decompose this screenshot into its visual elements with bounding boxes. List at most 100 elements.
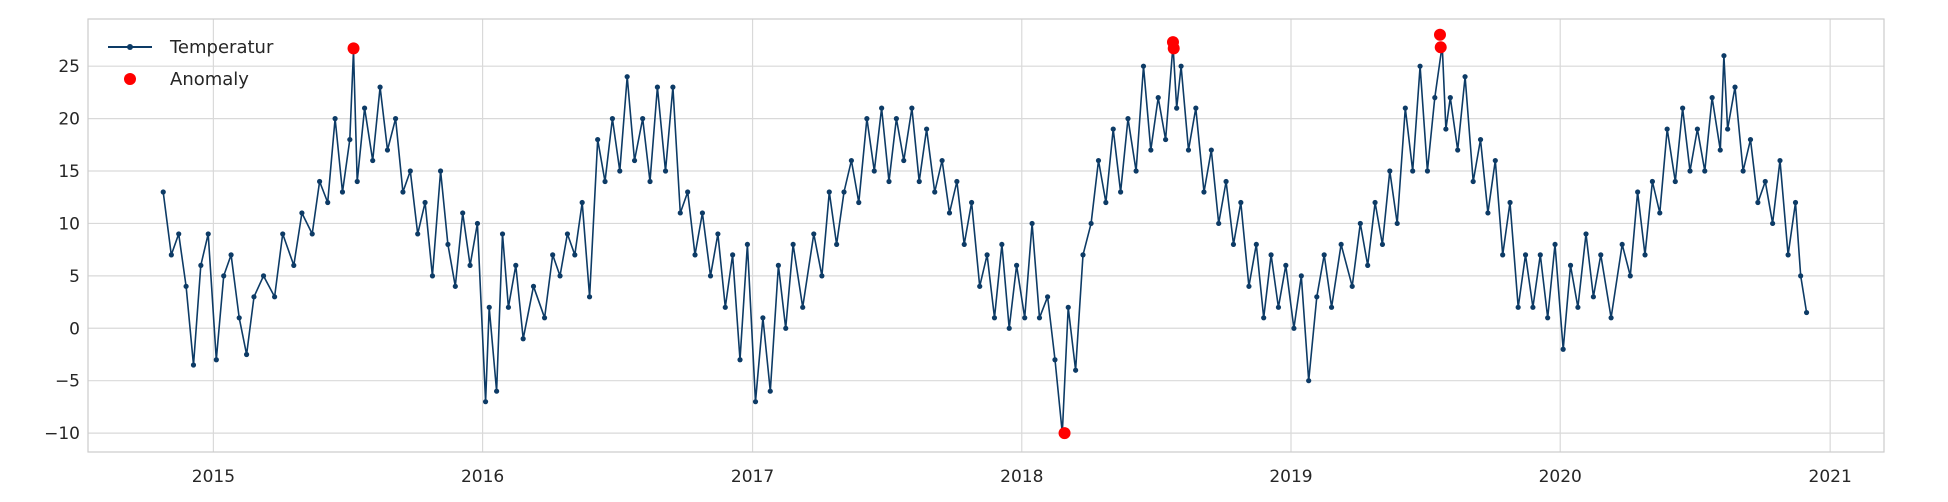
x-tick-label: 2019 — [1269, 467, 1312, 487]
y-tick-label: −5 — [55, 372, 80, 392]
data-point-temperatur — [1740, 168, 1746, 174]
data-point-temperatur — [572, 252, 578, 258]
data-point-temperatur — [1291, 325, 1297, 331]
data-point-temperatur — [1732, 84, 1738, 90]
data-point-temperatur — [1193, 105, 1199, 111]
data-point-temperatur — [550, 252, 556, 258]
data-point-temperatur — [939, 157, 945, 164]
anomaly-point — [347, 42, 360, 55]
plot-area — [88, 19, 1884, 452]
data-point-temperatur — [1485, 210, 1491, 216]
data-point-temperatur — [1246, 283, 1252, 289]
data-point-temperatur — [886, 178, 892, 185]
data-point-temperatur — [452, 283, 458, 289]
data-point-temperatur — [564, 231, 571, 237]
data-point-temperatur — [595, 136, 601, 143]
data-point-temperatur — [969, 199, 975, 206]
data-point-temperatur — [1357, 220, 1363, 227]
data-point-temperatur — [1410, 168, 1416, 174]
data-point-temperatur — [893, 116, 899, 122]
data-point-temperatur — [316, 178, 323, 185]
data-point-temperatur — [640, 116, 646, 122]
data-point-temperatur — [999, 241, 1005, 248]
data-point-temperatur — [1470, 178, 1476, 185]
data-point-temperatur — [1575, 304, 1581, 310]
series-layer — [160, 28, 1810, 440]
data-point-temperatur — [1798, 273, 1804, 279]
data-point-temperatur — [879, 105, 885, 111]
data-point-temperatur — [467, 262, 473, 268]
x-tick-label: 2018 — [1000, 467, 1043, 487]
data-point-temperatur — [354, 178, 360, 185]
data-point-temperatur — [730, 252, 736, 258]
data-point-temperatur — [841, 189, 847, 195]
data-point-temperatur — [482, 399, 489, 405]
data-point-temperatur — [1522, 252, 1529, 258]
data-point-temperatur — [1073, 367, 1079, 373]
data-point-temperatur — [775, 262, 781, 268]
data-point-temperatur — [811, 231, 817, 237]
data-point-temperatur — [1148, 147, 1154, 153]
data-point-temperatur — [1110, 126, 1116, 132]
data-point-temperatur — [1178, 63, 1184, 69]
data-point-temperatur — [1545, 315, 1551, 321]
legend-label-anomaly: Anomaly — [170, 69, 249, 90]
data-point-temperatur — [946, 210, 953, 216]
data-point-temperatur — [760, 315, 766, 321]
data-point-temperatur — [1687, 168, 1693, 174]
data-point-temperatur — [954, 178, 960, 185]
data-point-temperatur — [1560, 346, 1566, 352]
data-point-temperatur — [783, 325, 789, 331]
data-point-temperatur — [1702, 168, 1708, 174]
data-point-temperatur — [460, 210, 466, 216]
legend-marker-temperatur — [127, 44, 133, 50]
data-point-temperatur — [991, 315, 998, 321]
data-point-temperatur — [243, 351, 250, 358]
data-point-temperatur — [1394, 220, 1400, 227]
data-point-temperatur — [1118, 189, 1124, 195]
data-point-temperatur — [377, 84, 383, 90]
data-point-temperatur — [1424, 168, 1431, 174]
data-point-temperatur — [1103, 199, 1109, 206]
data-point-temperatur — [1762, 178, 1768, 185]
data-point-temperatur — [1755, 199, 1761, 206]
data-point-temperatur — [1552, 241, 1558, 248]
data-point-temperatur — [1530, 304, 1536, 310]
data-point-temperatur — [1432, 95, 1438, 101]
data-point-temperatur — [1680, 105, 1686, 111]
data-point-temperatur — [586, 294, 593, 300]
data-point-temperatur — [1238, 199, 1244, 206]
data-point-temperatur — [602, 178, 608, 185]
data-point-temperatur — [168, 252, 174, 258]
data-point-temperatur — [744, 241, 750, 248]
data-point-temperatur — [1268, 252, 1274, 258]
data-point-temperatur — [1230, 241, 1237, 248]
data-point-temperatur — [160, 189, 166, 195]
data-point-temperatur — [670, 84, 676, 90]
data-point-temperatur — [1619, 241, 1625, 248]
data-point-temperatur — [205, 231, 211, 237]
data-point-temperatur — [1642, 252, 1648, 258]
data-point-temperatur — [280, 231, 286, 237]
data-point-temperatur — [505, 304, 512, 310]
data-point-temperatur — [685, 189, 691, 195]
data-point-temperatur — [916, 178, 922, 185]
data-point-temperatur — [236, 315, 242, 321]
data-point-temperatur — [513, 262, 519, 268]
data-point-temperatur — [347, 136, 353, 143]
data-point-temperatur — [722, 304, 728, 310]
y-tick-label: 5 — [69, 267, 80, 287]
data-point-temperatur — [557, 273, 563, 279]
data-point-temperatur — [422, 199, 428, 206]
data-point-temperatur — [1477, 136, 1484, 143]
data-point-temperatur — [1507, 199, 1513, 206]
data-point-temperatur — [1174, 105, 1180, 111]
data-point-temperatur — [924, 126, 930, 132]
data-point-temperatur — [1201, 189, 1207, 195]
data-point-temperatur — [984, 252, 990, 258]
series-line-temperatur — [162, 44, 1808, 434]
y-tick-label: 20 — [58, 110, 80, 130]
data-point-temperatur — [1029, 220, 1035, 227]
data-point-temperatur — [1590, 294, 1596, 300]
